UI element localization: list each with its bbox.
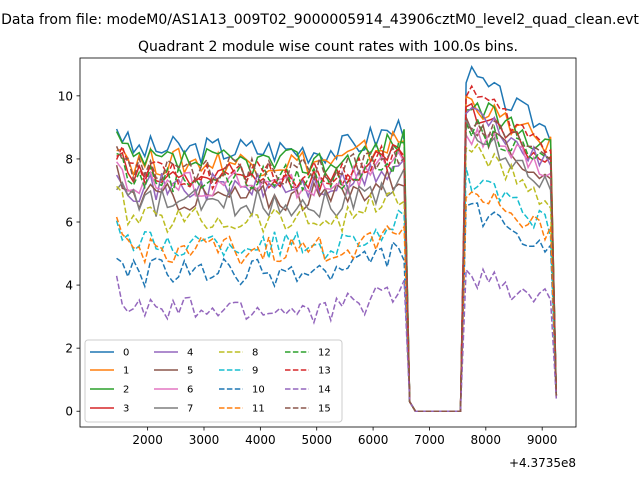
series-line-11 <box>115 190 558 412</box>
y-tick-label: 8 <box>65 152 73 166</box>
x-tick-label: 4000 <box>245 433 276 447</box>
legend-label-6: 6 <box>187 385 193 396</box>
legend-label-10: 10 <box>252 385 265 396</box>
series-line-9 <box>115 167 558 412</box>
chart-title: Quadrant 2 module wise count rates with … <box>138 39 518 55</box>
y-tick-label: 0 <box>65 405 73 419</box>
chart-suptitle: Data from file: modeM0/AS1A13_009T02_900… <box>1 12 639 28</box>
x-tick-label: 5000 <box>301 433 332 447</box>
legend-label-9: 9 <box>252 366 258 377</box>
legend-label-11: 11 <box>252 404 265 415</box>
x-tick-label: 2000 <box>132 433 163 447</box>
legend-label-14: 14 <box>318 385 331 396</box>
legend-label-3: 3 <box>123 404 129 415</box>
series-line-14 <box>115 267 558 412</box>
y-tick-label: 4 <box>65 279 73 293</box>
legend-box <box>84 339 343 423</box>
series-line-13 <box>115 84 558 412</box>
series-line-15 <box>115 120 558 412</box>
legend-label-2: 2 <box>123 385 129 396</box>
legend-label-1: 1 <box>123 366 129 377</box>
axes-frame <box>79 57 577 428</box>
series-line-4 <box>115 106 558 412</box>
series-line-6 <box>115 126 558 412</box>
y-tick-label: 6 <box>65 216 73 230</box>
legend-label-0: 0 <box>123 348 129 359</box>
x-tick-label: 3000 <box>189 433 220 447</box>
series-line-0 <box>115 65 558 412</box>
series-line-8 <box>116 143 558 412</box>
legend-label-12: 12 <box>318 348 331 359</box>
x-tick-label: 7000 <box>414 433 445 447</box>
y-tick-label: 10 <box>58 89 73 103</box>
legend-label-8: 8 <box>252 348 258 359</box>
legend-label-7: 7 <box>187 404 193 415</box>
x-tick-label: 8000 <box>471 433 502 447</box>
x-tick-label: 9000 <box>527 433 558 447</box>
x-offset-label: +4.3735e8 <box>509 456 576 470</box>
plot-area <box>115 65 558 412</box>
legend-label-5: 5 <box>187 366 193 377</box>
x-tick-label: 6000 <box>358 433 389 447</box>
legend-label-15: 15 <box>318 404 331 415</box>
legend-label-13: 13 <box>318 366 331 377</box>
y-tick-label: 2 <box>65 342 73 356</box>
legend-label-4: 4 <box>187 348 193 359</box>
series-line-10 <box>116 202 558 412</box>
